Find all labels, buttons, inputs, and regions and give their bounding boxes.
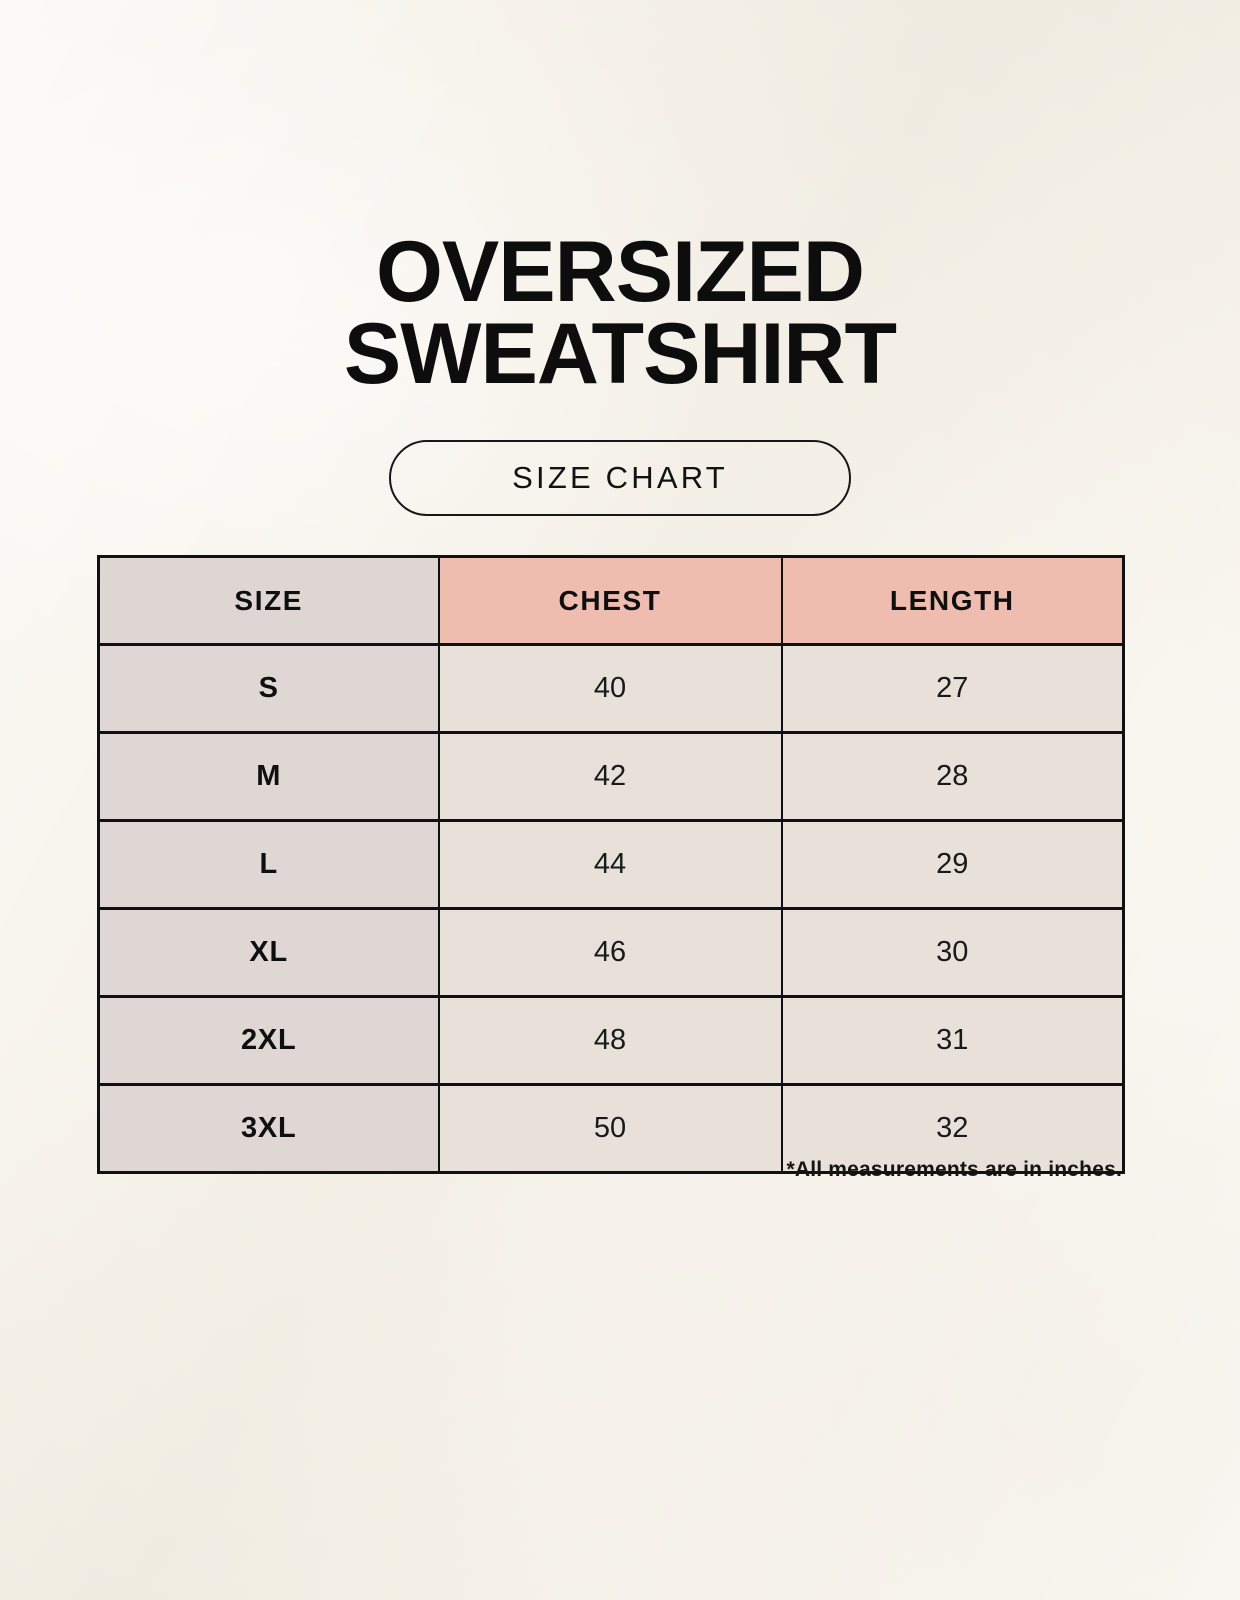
column-header-size: SIZE	[98, 556, 440, 646]
cell-chest: 44	[438, 820, 783, 910]
cell-size: 2XL	[98, 996, 440, 1086]
title-line-1: OVERSIZED	[376, 224, 865, 320]
cell-length: 30	[781, 908, 1124, 998]
cell-length: 27	[781, 644, 1124, 734]
table-row: M 42 28	[98, 732, 1124, 822]
column-header-chest: CHEST	[438, 556, 783, 646]
cell-chest: 46	[438, 908, 783, 998]
size-chart-badge-container: SIZE CHART	[0, 440, 1240, 516]
cell-size: S	[98, 644, 440, 734]
cell-size: L	[98, 820, 440, 910]
cell-chest: 42	[438, 732, 783, 822]
size-chart-badge: SIZE CHART	[389, 440, 851, 516]
table-row: 2XL 48 31	[98, 996, 1124, 1086]
title-line-2: SWEATSHIRT	[343, 305, 897, 402]
cell-length: 31	[781, 996, 1124, 1086]
cell-chest: 48	[438, 996, 783, 1086]
table-row: XL 46 30	[98, 908, 1124, 998]
page-title: OVERSIZED SWEATSHIRT	[0, 224, 1240, 402]
table-row: L 44 29	[98, 820, 1124, 910]
cell-size: XL	[98, 908, 440, 998]
cell-chest: 40	[438, 644, 783, 734]
size-table-container: SIZE CHEST LENGTH S 40 27 M 42 28 L	[97, 555, 1125, 1174]
table-header-row: SIZE CHEST LENGTH	[98, 556, 1124, 646]
column-header-length: LENGTH	[781, 556, 1124, 646]
measurements-footnote: *All measurements are in inches.	[786, 1158, 1122, 1181]
cell-length: 29	[781, 820, 1124, 910]
table-row: S 40 27	[98, 644, 1124, 734]
cell-length: 28	[781, 732, 1124, 822]
cell-size: M	[98, 732, 440, 822]
size-table-body: S 40 27 M 42 28 L 44 29 XL 46 30	[98, 644, 1124, 1173]
size-table: SIZE CHEST LENGTH S 40 27 M 42 28 L	[97, 555, 1125, 1174]
size-table-head: SIZE CHEST LENGTH	[98, 556, 1124, 646]
